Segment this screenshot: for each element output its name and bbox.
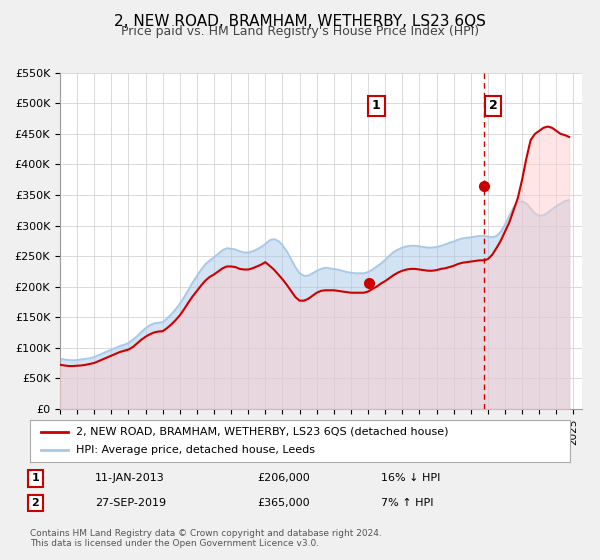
Text: 7% ↑ HPI: 7% ↑ HPI xyxy=(381,498,433,508)
Text: Contains HM Land Registry data © Crown copyright and database right 2024.: Contains HM Land Registry data © Crown c… xyxy=(30,529,382,538)
Text: £365,000: £365,000 xyxy=(257,498,310,508)
Text: Price paid vs. HM Land Registry's House Price Index (HPI): Price paid vs. HM Land Registry's House … xyxy=(121,25,479,38)
Text: 2, NEW ROAD, BRAMHAM, WETHERBY, LS23 6QS: 2, NEW ROAD, BRAMHAM, WETHERBY, LS23 6QS xyxy=(114,14,486,29)
Text: HPI: Average price, detached house, Leeds: HPI: Average price, detached house, Leed… xyxy=(76,445,315,455)
Text: This data is licensed under the Open Government Licence v3.0.: This data is licensed under the Open Gov… xyxy=(30,539,319,548)
Text: 2: 2 xyxy=(32,498,39,508)
Text: 27-SEP-2019: 27-SEP-2019 xyxy=(95,498,166,508)
Text: 1: 1 xyxy=(32,473,39,483)
Text: 2, NEW ROAD, BRAMHAM, WETHERBY, LS23 6QS (detached house): 2, NEW ROAD, BRAMHAM, WETHERBY, LS23 6QS… xyxy=(76,427,448,437)
Text: 11-JAN-2013: 11-JAN-2013 xyxy=(95,473,164,483)
Text: 1: 1 xyxy=(372,100,381,113)
Text: 16% ↓ HPI: 16% ↓ HPI xyxy=(381,473,440,483)
Text: £206,000: £206,000 xyxy=(257,473,310,483)
Text: 2: 2 xyxy=(489,100,497,113)
